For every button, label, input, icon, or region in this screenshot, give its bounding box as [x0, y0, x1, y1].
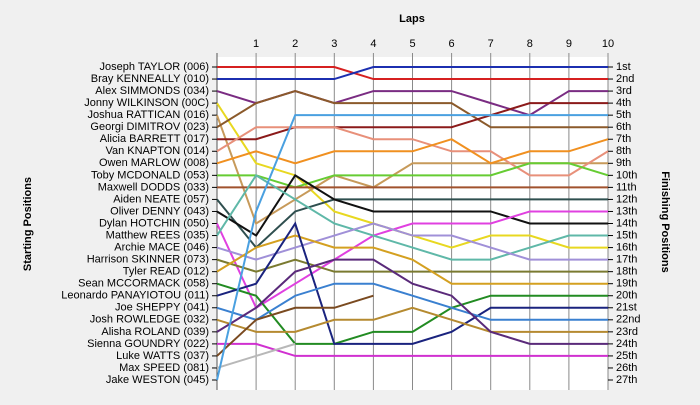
y2-tick-label: 1st [616, 61, 631, 73]
start-label: Toby MCDONALD (053) [91, 169, 209, 181]
start-label: Tyler READ (012) [123, 266, 209, 278]
lap-line [216, 342, 296, 369]
lap-line [216, 198, 608, 250]
x-tick-label: 10 [602, 38, 614, 50]
lap-line [216, 173, 608, 237]
x-tick-label: 2 [292, 38, 298, 50]
lap-line [216, 138, 609, 165]
start-label: Sienna GOUNDRY (022) [87, 338, 209, 350]
y2-tick-label: 25th [616, 350, 637, 362]
start-label: Harrison SKINNER (073) [87, 254, 209, 266]
lap-line [216, 282, 608, 345]
lap-line [216, 258, 608, 273]
start-label: Sean MCCORMACK (058) [78, 278, 209, 290]
lap-line [217, 342, 608, 357]
chart-title: Laps [399, 13, 425, 25]
lap-line [217, 162, 609, 189]
y2-tick-label: 26th [616, 362, 637, 374]
lap-line [217, 66, 608, 81]
lap-line [216, 234, 608, 285]
start-label: Owen MARLOW (008) [99, 157, 209, 169]
start-label: Jonny WILKINSON (00C) [84, 97, 209, 109]
y2-tick-label: 3rd [616, 85, 632, 97]
start-label: Max SPEED (081) [119, 362, 209, 374]
start-label: Alicia BARRETT (017) [100, 133, 209, 145]
y2-tick-label: 17th [616, 254, 637, 266]
start-label: Joseph TAYLOR (006) [100, 61, 209, 73]
y2-tick-label: 8th [616, 145, 631, 157]
start-label: Archie MACE (046) [114, 241, 209, 253]
start-label: Georgi DIMITROV (023) [90, 121, 209, 133]
x-tick-label: 6 [449, 38, 455, 50]
start-label: Dylan HOTCHIN (050) [99, 217, 209, 229]
start-label: Aiden NEATE (057) [113, 193, 209, 205]
start-label: Joe SHEPPY (041) [115, 302, 209, 314]
x-tick-label: 1 [253, 38, 259, 50]
lap-line [217, 102, 608, 141]
y2-tick-label: 13th [616, 205, 637, 217]
lap-line [216, 126, 609, 177]
x-tick-label: 8 [527, 38, 533, 50]
y2-tick-label: 4th [616, 97, 631, 109]
y2-tick-label: 16th [616, 241, 637, 253]
y2-tick-label: 9th [616, 157, 631, 169]
y-axis-title: Starting Positions [22, 177, 34, 271]
start-label: Alisha ROLAND (039) [101, 326, 209, 338]
start-label: Leonardo PANAYIOTOU (011) [61, 290, 209, 302]
y2-tick-label: 18th [616, 266, 637, 278]
lap-line [216, 210, 608, 310]
start-label: Matthew REES (035) [106, 229, 209, 241]
start-label: Oliver DENNY (043) [110, 205, 209, 217]
lap-line [216, 90, 608, 129]
y2-tick-label: 23rd [616, 326, 638, 338]
lap-line [216, 258, 608, 345]
start-label: Bray KENNEALLY (010) [91, 73, 209, 85]
y2-tick-label: 11th [616, 181, 637, 193]
y2-axis-title: Finishing Positions [659, 171, 671, 272]
lap-line [216, 173, 608, 261]
y2-tick-label: 10th [616, 169, 637, 181]
y2-tick-label: 20th [616, 290, 637, 302]
x-tick-label: 4 [370, 38, 376, 50]
lap-line [216, 222, 608, 261]
start-label: Jake WESTON (045) [106, 374, 209, 386]
y2-tick-label: 6th [616, 121, 631, 133]
lap-line [216, 294, 374, 357]
y2-tick-label: 12th [616, 193, 637, 205]
y2-tick-label: 19th [616, 278, 637, 290]
y2-tick-label: 22nd [616, 314, 640, 326]
start-label: Luke WATTS (037) [116, 350, 209, 362]
start-label: Josh ROWLEDGE (032) [90, 314, 209, 326]
y2-tick-label: 14th [616, 217, 637, 229]
y2-tick-label: 7th [616, 133, 631, 145]
y2-tick-label: 27th [616, 374, 637, 386]
x-tick-label: 5 [409, 38, 415, 50]
x-tick-label: 9 [566, 38, 572, 50]
lap-line [217, 66, 608, 81]
lap-line [216, 282, 608, 321]
start-label: Maxwell DODDS (033) [98, 181, 209, 193]
y2-tick-label: 21st [616, 302, 637, 314]
x-tick-label: 3 [331, 38, 337, 50]
start-label: Joshua RATTICAN (016) [88, 109, 209, 121]
y2-tick-label: 15th [616, 229, 637, 241]
y2-tick-label: 5th [616, 109, 631, 121]
start-label: Alex SIMMONDS (034) [95, 85, 209, 97]
x-tick-label: 7 [488, 38, 494, 50]
lap-line [216, 114, 608, 381]
y2-tick-label: 2nd [616, 73, 634, 85]
start-label: Van KNAPTON (014) [105, 145, 209, 157]
y2-tick-label: 24th [616, 338, 637, 350]
lap-line [216, 306, 608, 333]
lap-line [216, 221, 608, 345]
